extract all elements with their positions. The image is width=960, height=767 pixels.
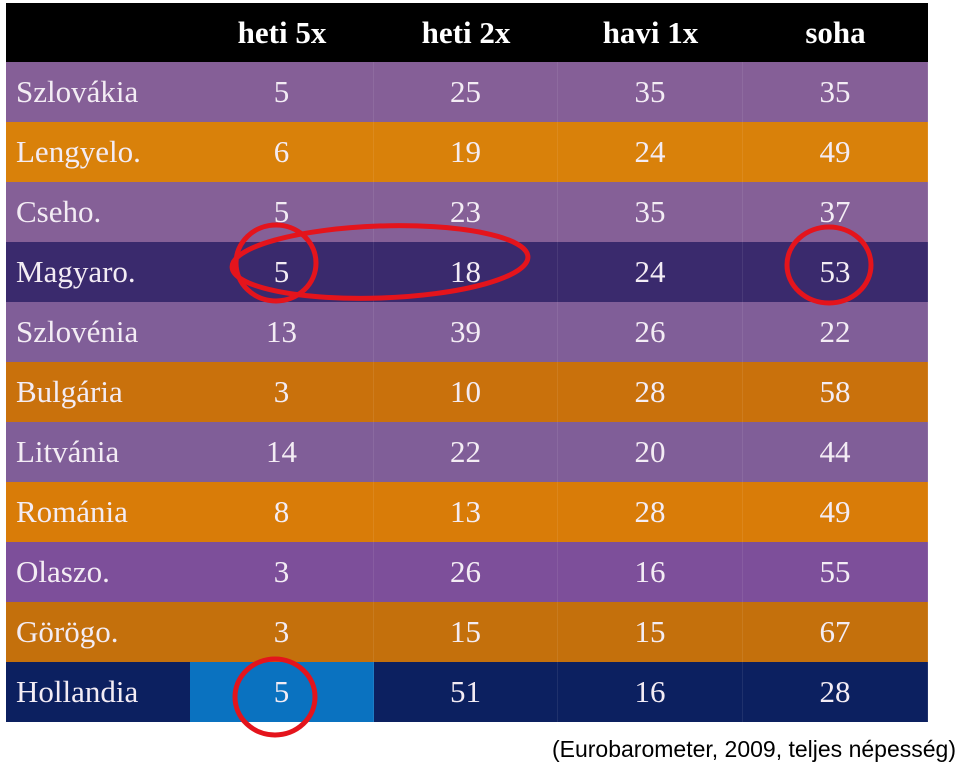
value-cell: 10 bbox=[374, 362, 558, 422]
value-cell: 19 bbox=[374, 122, 558, 182]
country-cell: Románia bbox=[6, 482, 190, 542]
country-cell: Bulgária bbox=[6, 362, 190, 422]
value-cell: 15 bbox=[374, 602, 558, 662]
value-cell: 53 bbox=[743, 242, 928, 302]
value-cell: 44 bbox=[743, 422, 928, 482]
country-cell: Litvánia bbox=[6, 422, 190, 482]
header-cell: soha bbox=[743, 3, 928, 63]
value-cell: 28 bbox=[558, 362, 743, 422]
value-cell: 3 bbox=[190, 602, 374, 662]
country-cell: Magyaro. bbox=[6, 242, 190, 302]
value-cell: 18 bbox=[374, 242, 558, 302]
header-cell: heti 5x bbox=[190, 3, 374, 63]
header-cell: havi 1x bbox=[558, 3, 743, 63]
country-cell: Szlovénia bbox=[6, 302, 190, 362]
value-cell: 37 bbox=[743, 182, 928, 242]
value-cell: 39 bbox=[374, 302, 558, 362]
value-cell: 16 bbox=[558, 662, 743, 722]
highlight-circle bbox=[784, 224, 874, 306]
value-cell: 49 bbox=[743, 122, 928, 182]
highlight-circle bbox=[232, 656, 318, 738]
value-cell: 16 bbox=[558, 542, 743, 602]
value-cell: 15 bbox=[558, 602, 743, 662]
value-cell: 22 bbox=[743, 302, 928, 362]
value-cell: 67 bbox=[743, 602, 928, 662]
value-cell: 5 bbox=[190, 662, 374, 722]
value-cell: 24 bbox=[558, 122, 743, 182]
highlight-ellipse bbox=[229, 223, 531, 301]
value-cell: 28 bbox=[743, 662, 928, 722]
value-cell: 51 bbox=[374, 662, 558, 722]
value-cell: 25 bbox=[374, 62, 558, 122]
country-cell: Lengyelo. bbox=[6, 122, 190, 182]
value-cell: 13 bbox=[190, 302, 374, 362]
highlight-circle bbox=[233, 222, 319, 304]
value-cell: 35 bbox=[743, 62, 928, 122]
value-cell: 22 bbox=[374, 422, 558, 482]
value-cell: 5 bbox=[190, 182, 374, 242]
value-cell: 23 bbox=[374, 182, 558, 242]
value-cell: 35 bbox=[558, 62, 743, 122]
value-cell: 49 bbox=[743, 482, 928, 542]
value-cell: 24 bbox=[558, 242, 743, 302]
value-cell: 26 bbox=[558, 302, 743, 362]
value-cell: 13 bbox=[374, 482, 558, 542]
value-cell: 3 bbox=[190, 362, 374, 422]
value-cell: 58 bbox=[743, 362, 928, 422]
header-cell: heti 2x bbox=[374, 3, 558, 63]
value-cell: 6 bbox=[190, 122, 374, 182]
value-cell: 14 bbox=[190, 422, 374, 482]
value-cell: 5 bbox=[190, 62, 374, 122]
value-cell: 35 bbox=[558, 182, 743, 242]
country-cell: Cseho. bbox=[6, 182, 190, 242]
value-cell: 28 bbox=[558, 482, 743, 542]
value-cell: 26 bbox=[374, 542, 558, 602]
value-cell: 55 bbox=[743, 542, 928, 602]
country-cell: Hollandia bbox=[6, 662, 190, 722]
value-cell: 20 bbox=[558, 422, 743, 482]
value-cell: 3 bbox=[190, 542, 374, 602]
country-cell: Olaszo. bbox=[6, 542, 190, 602]
source-note: (Eurobarometer, 2009, teljes népesség) bbox=[551, 736, 956, 762]
value-cell: 8 bbox=[190, 482, 374, 542]
header-cell bbox=[6, 3, 190, 63]
country-cell: Görögo. bbox=[6, 602, 190, 662]
country-cell: Szlovákia bbox=[6, 62, 190, 122]
